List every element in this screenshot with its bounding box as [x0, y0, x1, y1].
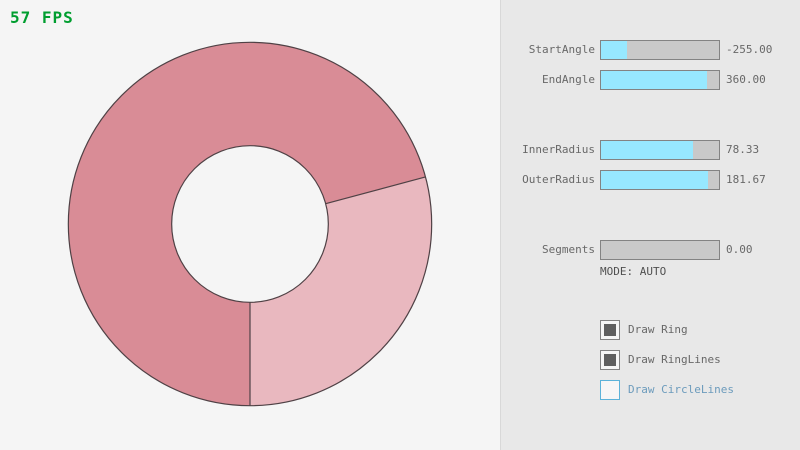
- draw-circlelines-label: Draw CircleLines: [628, 383, 734, 396]
- outerradius-slider[interactable]: [600, 170, 720, 190]
- startangle-slider[interactable]: [600, 40, 720, 60]
- innerradius-slider[interactable]: [600, 140, 720, 160]
- segments-value: 0.00: [726, 243, 753, 256]
- outerradius-label: OuterRadius: [522, 173, 595, 186]
- check-mark-icon: [604, 354, 616, 366]
- fps-counter: 57 FPS: [10, 8, 74, 27]
- draw-ring-checkbox[interactable]: [600, 320, 620, 340]
- slider-row-segments: Segments 0.00: [501, 240, 800, 260]
- innerradius-label: InnerRadius: [522, 143, 595, 156]
- slider-row-innerradius: InnerRadius 78.33: [501, 140, 800, 160]
- control-panel: StartAngle -255.00 EndAngle 360.00 Inner…: [500, 0, 800, 450]
- endangle-slider-fill: [601, 71, 708, 89]
- draw-ringlines-checkbox[interactable]: [600, 350, 620, 370]
- segments-label: Segments: [542, 243, 595, 256]
- endangle-value: 360.00: [726, 73, 766, 86]
- innerradius-value: 78.33: [726, 143, 760, 156]
- outerradius-value: 181.67: [726, 173, 766, 186]
- slider-row-startangle: StartAngle -255.00: [501, 40, 800, 60]
- slider-row-endangle: EndAngle 360.00: [501, 70, 800, 90]
- mode-label: MODE: AUTO: [600, 265, 667, 278]
- segments-slider[interactable]: [600, 240, 720, 260]
- draw-ringlines-label: Draw RingLines: [628, 353, 721, 366]
- startangle-value: -255.00: [726, 43, 773, 56]
- innerradius-slider-fill: [601, 141, 694, 159]
- draw-circlelines-checkbox[interactable]: [600, 380, 620, 400]
- endangle-slider[interactable]: [600, 70, 720, 90]
- outerradius-slider-fill: [601, 171, 709, 189]
- endangle-label: EndAngle: [542, 73, 595, 86]
- check-mark-icon: [604, 324, 616, 336]
- draw-ring-label: Draw Ring: [628, 323, 688, 336]
- slider-row-outerradius: OuterRadius 181.67: [501, 170, 800, 190]
- startangle-label: StartAngle: [528, 43, 595, 56]
- startangle-slider-fill: [601, 41, 627, 59]
